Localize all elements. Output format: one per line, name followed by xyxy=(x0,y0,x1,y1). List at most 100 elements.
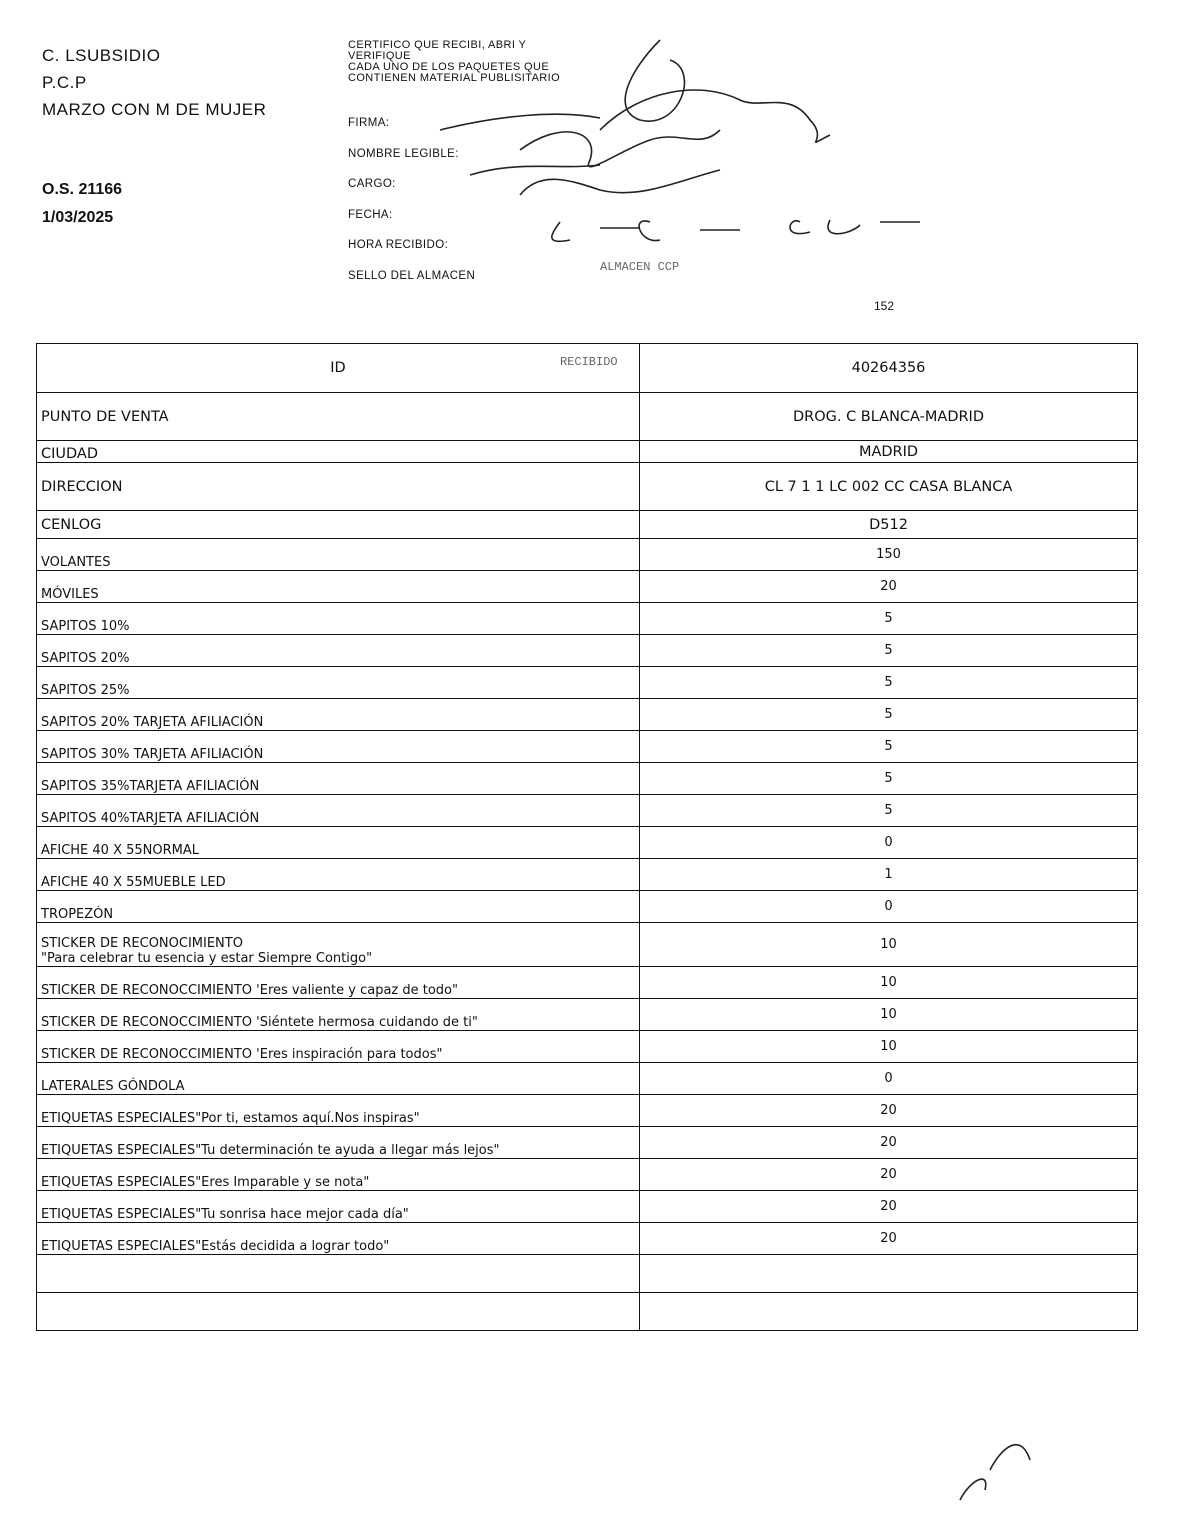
material-table: ID 40264356 PUNTO DE VENTA DROG. C BLANCA-M… xyxy=(36,343,1138,1331)
field-nombre: NOMBRE LEGIBLE: xyxy=(348,147,459,160)
row-label: STICKER DE RECONOCCIMIENTO 'Siéntete her… xyxy=(36,998,640,1031)
row-value: 0 xyxy=(639,890,1138,923)
table-row: MÓVILES 20 xyxy=(36,570,1138,603)
stamp-text: ALMACEN CCP xyxy=(600,260,679,274)
row-label: CENLOG xyxy=(36,510,640,539)
row-label: AFICHE 40 X 55MUEBLE LED xyxy=(36,858,640,891)
table-row: ETIQUETAS ESPECIALES"Tu sonrisa hace mej… xyxy=(36,1190,1138,1223)
cert-line: CERTIFICO QUE RECIBI, ABRI Y xyxy=(348,39,527,51)
org-code: P.C.P xyxy=(42,73,87,92)
table-row: STICKER DE RECONOCCIMIENTO 'Siéntete her… xyxy=(36,998,1138,1031)
label-text: ETIQUETAS ESPECIALES"Estás decidida a lo… xyxy=(41,1239,390,1254)
label-text: LATERALES GÓNDOLA xyxy=(41,1079,185,1094)
field-hora: HORA RECIBIDO: xyxy=(348,239,449,252)
field-fecha: FECHA: xyxy=(348,208,393,221)
row-value: 5 xyxy=(639,794,1138,827)
label-text: ETIQUETAS ESPECIALES"Tu sonrisa hace mej… xyxy=(41,1207,409,1222)
table-row: SAPITOS 20% TARJETA AFILIACIÓN 5 xyxy=(36,698,1138,731)
table-row: CIUDAD MADRID xyxy=(36,440,1138,463)
row-label: SAPITOS 10% xyxy=(36,602,640,635)
label-text: SAPITOS 25% xyxy=(41,683,130,698)
row-value: 5 xyxy=(639,762,1138,795)
table-row: STICKER DE RECONOCCIMIENTO 'Eres inspira… xyxy=(36,1030,1138,1063)
row-value: 0 xyxy=(639,1062,1138,1095)
cert-line: CONTIENEN MATERIAL PUBLISITARIO xyxy=(348,72,561,84)
row-value: 10 xyxy=(639,1030,1138,1063)
row-value: 20 xyxy=(639,1190,1138,1223)
label-text: SAPITOS 20% TARJETA AFILIACIÓN xyxy=(41,715,264,730)
table-row: PUNTO DE VENTA DROG. C BLANCA-MADRID xyxy=(36,392,1138,441)
table-row xyxy=(36,1254,1138,1293)
table-row: LATERALES GÓNDOLA 0 xyxy=(36,1062,1138,1095)
row-value: 20 xyxy=(639,570,1138,603)
row-value: 0 xyxy=(639,826,1138,859)
table-row: ETIQUETAS ESPECIALES"Tu determinación te… xyxy=(36,1126,1138,1159)
row-label: SAPITOS 20% TARJETA AFILIACIÓN xyxy=(36,698,640,731)
row-value: DROG. C BLANCA-MADRID xyxy=(639,392,1138,441)
table-row: ETIQUETAS ESPECIALES"Por ti, estamos aqu… xyxy=(36,1094,1138,1127)
row-label: ETIQUETAS ESPECIALES"Por ti, estamos aqu… xyxy=(36,1094,640,1127)
row-value: 150 xyxy=(639,538,1138,571)
row-label: STICKER DE RECONOCIMIENTO "Para celebrar … xyxy=(36,922,640,967)
order-number: O.S. 21166 xyxy=(42,181,123,198)
certification-text: CERTIFICO QUE RECIBI, ABRI Y VERIFIQUE C… xyxy=(348,40,560,84)
row-label: SAPITOS 20% xyxy=(36,634,640,667)
row-value: 5 xyxy=(639,666,1138,699)
row-value: 20 xyxy=(639,1158,1138,1191)
row-value: 5 xyxy=(639,634,1138,667)
table-row: SAPITOS 25% 5 xyxy=(36,666,1138,699)
page-number: 152 xyxy=(874,299,895,313)
row-label xyxy=(36,1292,640,1331)
table-row: STICKER DE RECONOCCIMIENTO 'Eres valient… xyxy=(36,966,1138,999)
table-row: ETIQUETAS ESPECIALES"Estás decidida a lo… xyxy=(36,1222,1138,1255)
row-label: CIUDAD xyxy=(36,440,640,463)
row-value: 10 xyxy=(639,998,1138,1031)
order-date: 1/03/2025 xyxy=(42,209,114,226)
row-label: STICKER DE RECONOCCIMIENTO 'Eres valient… xyxy=(36,966,640,999)
cert-line: CADA UNO DE LOS PAQUETES QUE xyxy=(348,61,550,73)
table-row: VOLANTES 150 xyxy=(36,538,1138,571)
label-text: MÓVILES xyxy=(41,587,99,602)
row-label: ID xyxy=(36,343,640,393)
field-firma: FIRMA: xyxy=(348,117,390,129)
row-label: AFICHE 40 X 55NORMAL xyxy=(36,826,640,859)
cert-line: VERIFIQUE xyxy=(348,50,411,62)
table-row: TROPEZÓN 0 xyxy=(36,890,1138,923)
table-row: SAPITOS 30% TARJETA AFILIACIÓN 5 xyxy=(36,730,1138,763)
order-info: O.S. 21166 1/03/2025 xyxy=(42,176,122,232)
row-label: PUNTO DE VENTA xyxy=(36,392,640,441)
row-label: TROPEZÓN xyxy=(36,890,640,923)
field-sello: SELLO DEL ALMACEN xyxy=(348,269,476,282)
row-label xyxy=(36,1254,640,1293)
table-row: SAPITOS 20% 5 xyxy=(36,634,1138,667)
field-cargo: CARGO: xyxy=(348,178,396,191)
label-text: ID xyxy=(330,360,346,376)
row-value: 1 xyxy=(639,858,1138,891)
row-label: SAPITOS 40%TARJETA AFILIACIÓN xyxy=(36,794,640,827)
label-text: ETIQUETAS ESPECIALES"Tu determinación te… xyxy=(41,1143,500,1158)
label-text: VOLANTES xyxy=(41,555,111,570)
row-value: 10 xyxy=(639,922,1138,967)
row-value: D512 xyxy=(639,510,1138,539)
label-text: CIUDAD xyxy=(41,446,99,462)
table-row: STICKER DE RECONOCIMIENTO "Para celebrar … xyxy=(36,922,1138,967)
row-value: 5 xyxy=(639,730,1138,763)
label-text-line2: "Para celebrar tu esencia y estar Siempr… xyxy=(41,951,373,966)
receipt-fields: FIRMA: NOMBRE LEGIBLE: CARGO: FECHA: HOR… xyxy=(348,117,475,301)
label-text: CENLOG xyxy=(41,516,102,533)
row-label: SAPITOS 25% xyxy=(36,666,640,699)
row-label: DIRECCION xyxy=(36,462,640,511)
table-row: CENLOG D512 xyxy=(36,510,1138,539)
label-text: STICKER DE RECONOCIMIENTO xyxy=(41,936,243,951)
table-row: SAPITOS 35%TARJETA AFILIACIÓN 5 xyxy=(36,762,1138,795)
row-label: LATERALES GÓNDOLA xyxy=(36,1062,640,1095)
label-text: ETIQUETAS ESPECIALES"Eres Imparable y se… xyxy=(41,1175,370,1190)
row-value: 20 xyxy=(639,1126,1138,1159)
row-value: 40264356 xyxy=(639,343,1138,393)
organization-header: C. LSUBSIDIO P.C.P MARZO CON M DE MUJER xyxy=(42,42,266,123)
label-text: AFICHE 40 X 55NORMAL xyxy=(41,843,199,858)
row-label: MÓVILES xyxy=(36,570,640,603)
table-row: AFICHE 40 X 55MUEBLE LED 1 xyxy=(36,858,1138,891)
row-label: ETIQUETAS ESPECIALES"Tu sonrisa hace mej… xyxy=(36,1190,640,1223)
campaign-name: MARZO CON M DE MUJER xyxy=(42,100,267,119)
